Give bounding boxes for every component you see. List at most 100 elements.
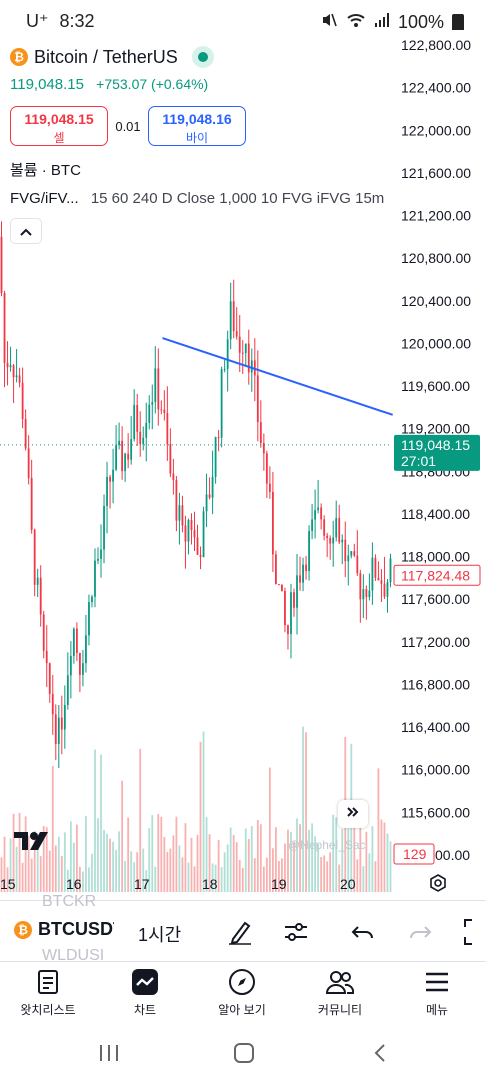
chart-area[interactable]: 122,800.00 122,400.00 122,000.00 121,600.00… xyxy=(0,30,486,900)
tradingview-logo[interactable] xyxy=(14,830,52,859)
volume-legend[interactable]: 볼륨 · BTC xyxy=(10,162,81,179)
candle-body xyxy=(172,473,175,480)
watchlist-icon xyxy=(38,970,58,994)
candle-body xyxy=(75,628,78,653)
candle-body xyxy=(338,518,341,543)
nav-watchlist[interactable]: 왓치리스트 xyxy=(3,967,93,1018)
nav-menu-label: 메뉴 xyxy=(425,1003,449,1017)
candle-body xyxy=(368,590,371,598)
volume-bar xyxy=(75,824,78,892)
status-icons: 100% xyxy=(320,11,464,34)
time-tick: 17 xyxy=(134,876,150,892)
volume-bar xyxy=(290,832,292,892)
symbol-header[interactable]: ₿ Bitcoin / TetherUS 119,048.15 +753.07 … xyxy=(10,46,214,93)
nav-chart-label: 차트 xyxy=(133,1003,157,1017)
undo-icon[interactable] xyxy=(348,917,378,947)
candle-body xyxy=(356,555,359,574)
volume-bar xyxy=(229,827,232,892)
price-axis-label: 121,600.00 xyxy=(401,165,471,181)
volume-bar xyxy=(389,841,392,892)
price-chart[interactable]: 122,800.00 122,400.00 122,000.00 121,600.00… xyxy=(0,30,486,900)
buy-button[interactable]: 119,048.16 바이 xyxy=(148,106,246,146)
indicators-icon[interactable] xyxy=(281,917,311,947)
candle-body xyxy=(94,560,96,597)
volume-bar xyxy=(103,829,105,892)
volume-bar xyxy=(112,841,114,892)
volume-bar xyxy=(232,835,235,892)
candle-body xyxy=(223,368,226,370)
price-axis-label: 122,400.00 xyxy=(401,80,471,96)
volume-bar xyxy=(82,871,84,892)
current-price-tag-countdown: 27:01 xyxy=(401,453,436,469)
candle-body xyxy=(148,404,151,423)
home-icon[interactable] xyxy=(233,1043,255,1063)
buy-label: 바이 xyxy=(185,131,209,145)
candle-body xyxy=(18,375,21,383)
price-axis-label: 121,200.00 xyxy=(401,208,471,224)
volume-bar xyxy=(163,836,166,892)
volume-bar xyxy=(118,831,121,892)
volume-bar xyxy=(284,843,286,892)
hamburger-icon xyxy=(426,972,448,992)
volume-bar xyxy=(115,849,117,892)
volume-bar xyxy=(365,831,368,892)
candle-body xyxy=(205,494,208,512)
volume-bar xyxy=(329,852,332,892)
candle-body xyxy=(244,343,247,353)
candle-body xyxy=(33,529,36,585)
candle-body xyxy=(91,596,93,603)
nav-community[interactable]: 커뮤니티 xyxy=(295,967,385,1018)
symbol-selector[interactable]: ₿ BTCUSDT xyxy=(14,919,114,940)
clock: 8:32 xyxy=(59,11,95,31)
time-axis[interactable]: 15 16 17 18 19 20 xyxy=(0,870,486,898)
candle-body xyxy=(359,573,362,600)
trade-panel: 119,048.15 셀 0.01 119,048.16 바이 xyxy=(10,106,246,146)
nav-chart[interactable]: 차트 xyxy=(100,967,190,1018)
volume-bar xyxy=(211,863,214,892)
candle-body xyxy=(229,301,232,340)
back-icon[interactable] xyxy=(372,1043,388,1063)
last-price: 119,048.15 xyxy=(10,76,84,93)
candle-body xyxy=(241,352,244,354)
chart-settings-icon[interactable] xyxy=(428,873,448,893)
drawing-tools-icon[interactable] xyxy=(225,917,255,947)
indicator-legend[interactable]: FVG/iFV... 15 60 240 D Close 1,000 10 FV… xyxy=(10,190,386,207)
candle-body xyxy=(57,717,60,744)
indicator-name: FVG/iFV... xyxy=(10,190,79,207)
candle-body xyxy=(136,404,139,432)
volume-bar xyxy=(353,824,356,892)
price-axis-label: 120,400.00 xyxy=(401,293,471,309)
candle-body xyxy=(341,539,344,543)
volume-bar xyxy=(94,749,96,892)
volume-bar xyxy=(187,862,190,892)
nav-menu[interactable]: 메뉴 xyxy=(392,967,482,1018)
candle-body xyxy=(24,419,27,449)
chevron-up-icon xyxy=(20,228,32,236)
volume-bar xyxy=(124,860,127,892)
nav-explore[interactable]: 알아 보기 xyxy=(197,967,287,1018)
volume-bar xyxy=(247,839,250,892)
redo-icon[interactable] xyxy=(405,917,435,947)
volume-bar xyxy=(244,828,247,892)
candle-body xyxy=(290,592,292,634)
candle-body xyxy=(72,628,75,656)
scroll-to-realtime-button[interactable] xyxy=(338,800,368,828)
last-close-tag-price: 117,824.48 xyxy=(401,567,470,583)
volume-bar xyxy=(181,857,184,892)
volume-bar xyxy=(139,748,142,892)
compass-icon xyxy=(229,969,255,995)
fullscreen-icon[interactable] xyxy=(462,917,486,947)
price-axis-label: 119,200.00 xyxy=(401,421,470,437)
sell-button[interactable]: 119,048.15 셀 xyxy=(10,106,108,146)
time-tick: 15 xyxy=(0,876,16,892)
recent-apps-icon[interactable] xyxy=(98,1043,120,1063)
candle-body xyxy=(208,494,211,498)
symbol-title[interactable]: Bitcoin / TetherUS xyxy=(34,46,178,67)
volume-bar xyxy=(72,842,75,892)
trend-line xyxy=(162,337,394,416)
nav-explore-label: 알아 보기 xyxy=(218,1003,266,1017)
collapse-legend-button[interactable] xyxy=(10,218,42,244)
time-tick: 16 xyxy=(66,876,82,892)
volume-bar xyxy=(377,768,380,892)
interval-selector[interactable]: 1시간 xyxy=(138,925,182,945)
